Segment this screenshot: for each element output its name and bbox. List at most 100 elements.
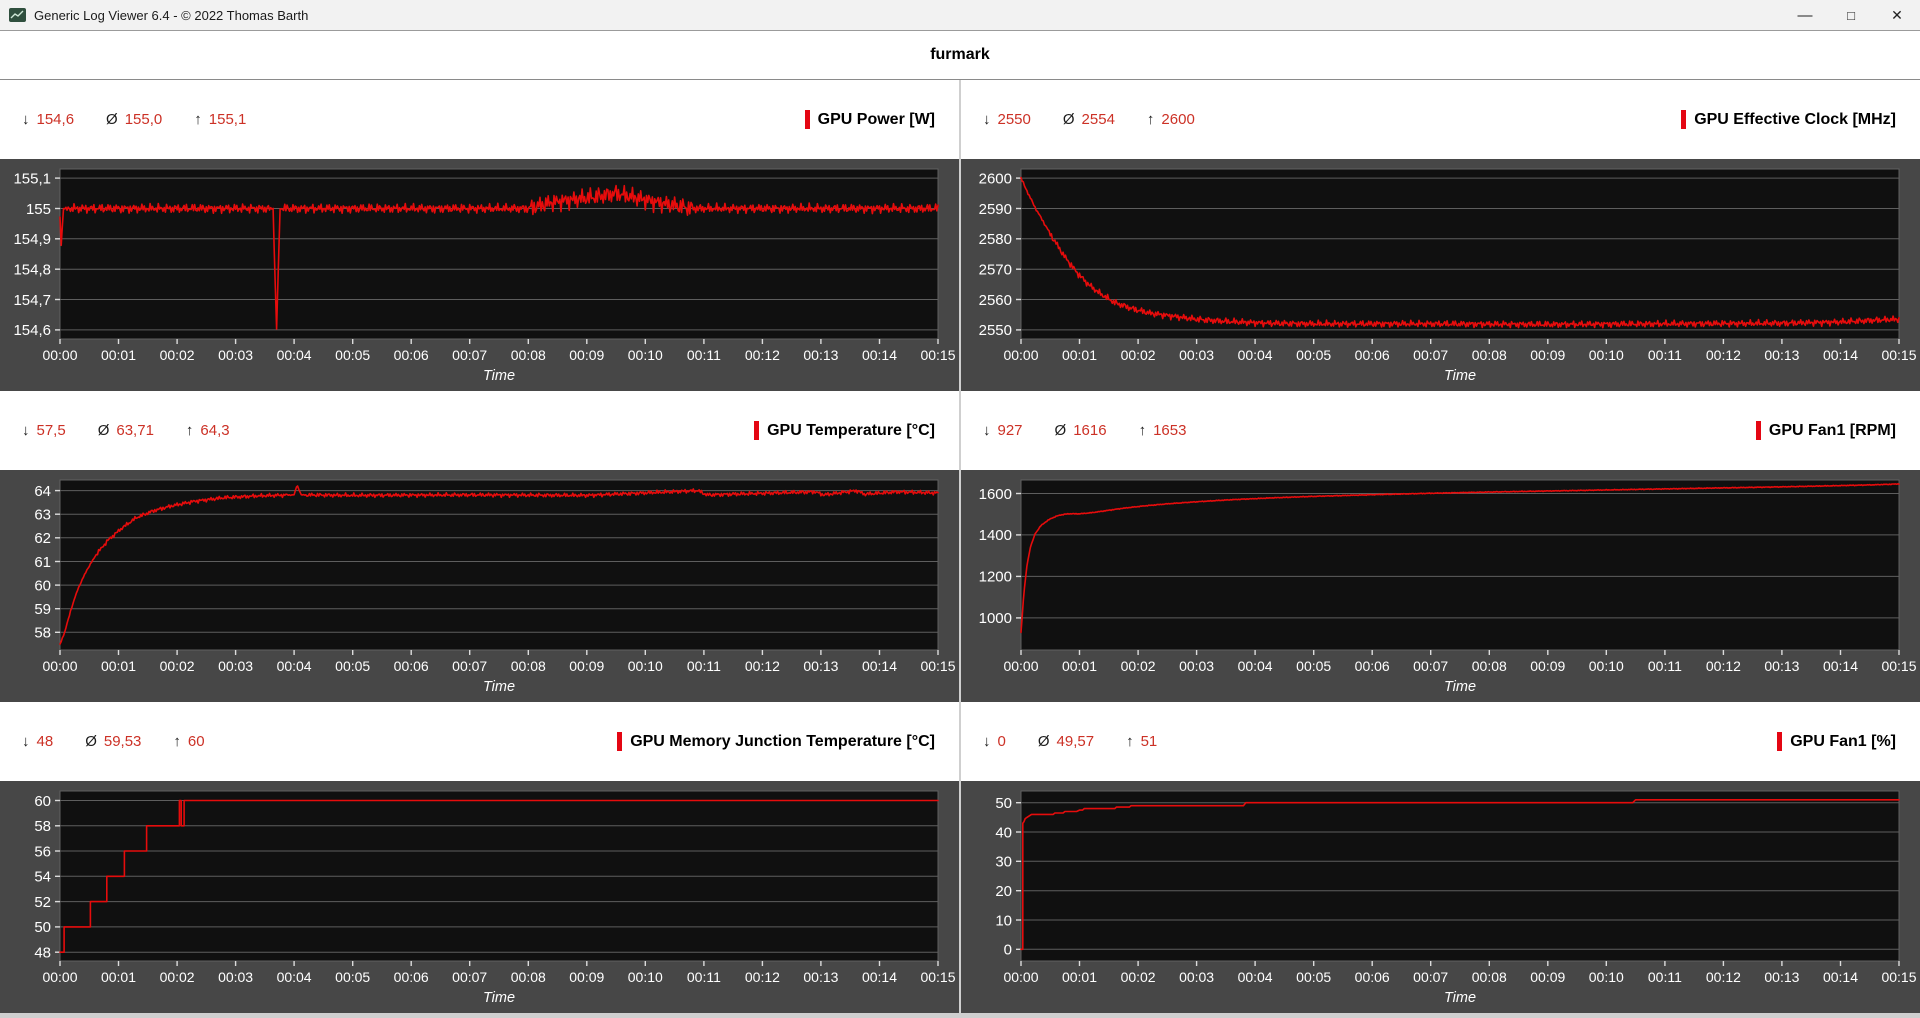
chart-canvas: 64 63 62 61 60 59 58 00:00 00:01 00:02 00:03 00:04 0… — [34, 479, 956, 695]
avg-icon: Ø — [1037, 733, 1050, 750]
svg-text:00:13: 00:13 — [1764, 347, 1799, 363]
svg-text:48: 48 — [34, 944, 51, 961]
svg-text:00:10: 00:10 — [628, 969, 663, 985]
svg-text:00:14: 00:14 — [1823, 658, 1858, 674]
max-arrow-icon: ↑ — [185, 422, 194, 439]
svg-text:155,1: 155,1 — [13, 170, 51, 187]
svg-text:Time: Time — [1444, 679, 1476, 695]
chart-cell-gpu-power: ↓ 154,6 Ø 155,0 ↑ 155,1 GPU Power [W] 155,1… — [0, 80, 959, 391]
svg-text:60: 60 — [34, 793, 51, 810]
svg-text:00:15: 00:15 — [1881, 969, 1916, 985]
svg-text:00:04: 00:04 — [277, 658, 312, 674]
stat-min-value: 927 — [997, 422, 1023, 439]
stat-avg-group: Ø 59,53 — [85, 733, 141, 750]
series-color-bar-icon — [1777, 732, 1783, 751]
svg-text:00:02: 00:02 — [160, 658, 195, 674]
maximize-button[interactable]: □ — [1847, 7, 1855, 23]
svg-text:00:11: 00:11 — [1648, 969, 1682, 985]
stat-max-value: 155,1 — [208, 111, 247, 128]
svg-text:00:06: 00:06 — [1355, 658, 1390, 674]
svg-text:154,6: 154,6 — [13, 322, 51, 339]
stat-avg-group: Ø 49,57 — [1038, 733, 1094, 750]
svg-text:00:07: 00:07 — [452, 658, 487, 674]
svg-text:00:06: 00:06 — [1355, 969, 1390, 985]
chart-plot-gpu-fan1-percent[interactable]: 50 40 30 20 10 0 00:00 00:01 00:02 00:03 00:04 00:0… — [961, 781, 1920, 1013]
chart-plot-gpu-fan1-rpm[interactable]: 1600 1400 1200 1000 00:00 00:01 00:02 00:03 00:0… — [961, 470, 1920, 702]
svg-text:00:03: 00:03 — [218, 969, 253, 985]
svg-text:00:13: 00:13 — [1764, 969, 1799, 985]
min-arrow-icon: ↓ — [22, 733, 30, 750]
stat-max-group: ↑ 60 — [173, 733, 204, 750]
svg-text:00:12: 00:12 — [745, 658, 780, 674]
stat-min-group: ↓ 2550 — [983, 111, 1031, 128]
avg-icon: Ø — [1062, 111, 1075, 128]
svg-text:20: 20 — [995, 883, 1012, 900]
svg-text:00:11: 00:11 — [687, 347, 721, 363]
svg-text:40: 40 — [995, 824, 1012, 841]
svg-text:00:00: 00:00 — [42, 969, 77, 985]
chart-stats: ↓ 154,6 Ø 155,0 ↑ 155,1 — [22, 111, 246, 128]
avg-icon: Ø — [97, 422, 110, 439]
chart-plot-gpu-memory-junction-temperature[interactable]: 60 58 56 54 52 50 48 00:00 00:01 00:02 00:03 00:04 0… — [0, 781, 959, 1013]
chart-canvas: 155,1 155 154,9 154,8 154,7 154,6 00:00 00:01 00… — [13, 168, 956, 384]
svg-text:00:08: 00:08 — [1472, 658, 1507, 674]
svg-text:00:11: 00:11 — [1648, 658, 1682, 674]
series-color-bar-icon — [804, 110, 810, 129]
chart-title: GPU Fan1 [%] — [1777, 732, 1896, 751]
svg-text:2600: 2600 — [979, 170, 1012, 187]
svg-text:00:09: 00:09 — [569, 347, 604, 363]
min-arrow-icon: ↓ — [22, 422, 30, 439]
chart-cell-gpu-fan1-rpm: ↓ 927 Ø 1616 ↑ 1653 GPU Fan1 [RPM] 1600 1400… — [961, 391, 1920, 702]
chart-plot-gpu-temperature[interactable]: 64 63 62 61 60 59 58 00:00 00:01 00:02 00:03 00:04 0… — [0, 470, 959, 702]
svg-text:00:01: 00:01 — [101, 658, 136, 674]
chart-plot-gpu-power[interactable]: 155,1 155 154,9 154,8 154,7 154,6 00:00 00:01 00… — [0, 159, 959, 391]
svg-text:00:04: 00:04 — [277, 969, 312, 985]
svg-text:00:03: 00:03 — [1179, 969, 1214, 985]
svg-text:50: 50 — [995, 795, 1012, 812]
svg-text:00:06: 00:06 — [394, 347, 429, 363]
stat-max-value: 1653 — [1153, 422, 1187, 439]
window-titlebar: Generic Log Viewer 6.4 - © 2022 Thomas B… — [0, 0, 1920, 31]
svg-text:00:07: 00:07 — [1413, 658, 1448, 674]
svg-text:Time: Time — [1444, 368, 1476, 384]
stat-max-group: ↑ 2600 — [1147, 111, 1195, 128]
close-button[interactable]: ✕ — [1891, 6, 1903, 23]
stat-max-group: ↑ 155,1 — [194, 111, 246, 128]
svg-text:1600: 1600 — [979, 486, 1012, 503]
chart-title: GPU Memory Junction Temperature [°C] — [617, 732, 935, 751]
chart-title: GPU Temperature [°C] — [754, 421, 935, 440]
svg-text:00:11: 00:11 — [687, 658, 721, 674]
svg-text:2580: 2580 — [979, 231, 1012, 248]
svg-text:00:11: 00:11 — [1648, 347, 1682, 363]
minimize-button[interactable]: — — [1797, 6, 1813, 24]
chart-canvas: 50 40 30 20 10 0 00:00 00:01 00:02 00:03 00:04 00:0… — [995, 790, 1917, 1006]
avg-icon: Ø — [106, 111, 118, 128]
svg-text:00:03: 00:03 — [218, 658, 253, 674]
svg-text:00:00: 00:00 — [1003, 347, 1038, 363]
svg-text:00:03: 00:03 — [1179, 658, 1214, 674]
min-arrow-icon: ↓ — [22, 111, 30, 128]
svg-text:00:08: 00:08 — [1472, 347, 1507, 363]
chart-stats: ↓ 48 Ø 59,53 ↑ 60 — [22, 733, 205, 750]
svg-text:00:00: 00:00 — [1003, 969, 1038, 985]
stat-max-value: 64,3 — [200, 422, 230, 439]
svg-text:00:07: 00:07 — [452, 347, 487, 363]
svg-text:00:00: 00:00 — [42, 658, 77, 674]
max-arrow-icon: ↑ — [194, 111, 202, 128]
chart-plot-gpu-effective-clock[interactable]: 2600 2590 2580 2570 2560 2550 00:00 00:01 00:02 0… — [961, 159, 1920, 391]
svg-text:62: 62 — [34, 530, 51, 547]
svg-text:56: 56 — [34, 843, 51, 860]
svg-text:00:15: 00:15 — [1881, 347, 1916, 363]
svg-text:00:15: 00:15 — [920, 347, 955, 363]
stat-avg-group: Ø 63,71 — [98, 422, 154, 439]
window-title: Generic Log Viewer 6.4 - © 2022 Thomas B… — [34, 7, 309, 23]
stat-avg-group: Ø 155,0 — [106, 111, 162, 128]
svg-text:00:12: 00:12 — [1706, 347, 1741, 363]
stat-avg-value: 49,57 — [1056, 733, 1095, 750]
stat-min-group: ↓ 154,6 — [22, 111, 74, 128]
chart-cell-gpu-effective-clock: ↓ 2550 Ø 2554 ↑ 2600 GPU Effective Clock [M… — [961, 80, 1920, 391]
svg-text:00:14: 00:14 — [862, 969, 897, 985]
svg-text:00:00: 00:00 — [42, 347, 77, 363]
svg-text:00:13: 00:13 — [803, 658, 838, 674]
chart-title-text: GPU Effective Clock [MHz] — [1694, 110, 1896, 128]
